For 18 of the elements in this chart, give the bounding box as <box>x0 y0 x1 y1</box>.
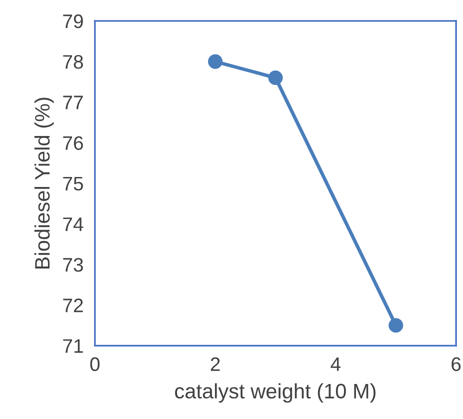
y-tick-label: 75 <box>63 176 83 191</box>
y-tick-label: 72 <box>63 298 83 312</box>
x-tick-label: 0 <box>90 357 100 372</box>
y-tick-label: 73 <box>63 258 83 272</box>
y-tick-label: 74 <box>63 218 84 231</box>
y-tick-label: 77 <box>63 96 83 110</box>
point <box>208 54 223 69</box>
y-tick-label: 78 <box>63 55 83 69</box>
x-tick-label: 2 <box>210 357 220 371</box>
point <box>388 318 404 333</box>
y-tick-label: 76 <box>63 136 83 150</box>
y-tick-label: 71 <box>63 339 83 353</box>
x-axis-title: catalyst weight (10 M) <box>175 383 376 403</box>
y-tick-label: 79 <box>63 14 83 28</box>
x-tick-label: 6 <box>452 357 461 372</box>
point <box>268 70 283 86</box>
x-tick-label: 4 <box>330 358 341 371</box>
y-axis-title: Biodiesel Yield (%) <box>34 98 54 268</box>
